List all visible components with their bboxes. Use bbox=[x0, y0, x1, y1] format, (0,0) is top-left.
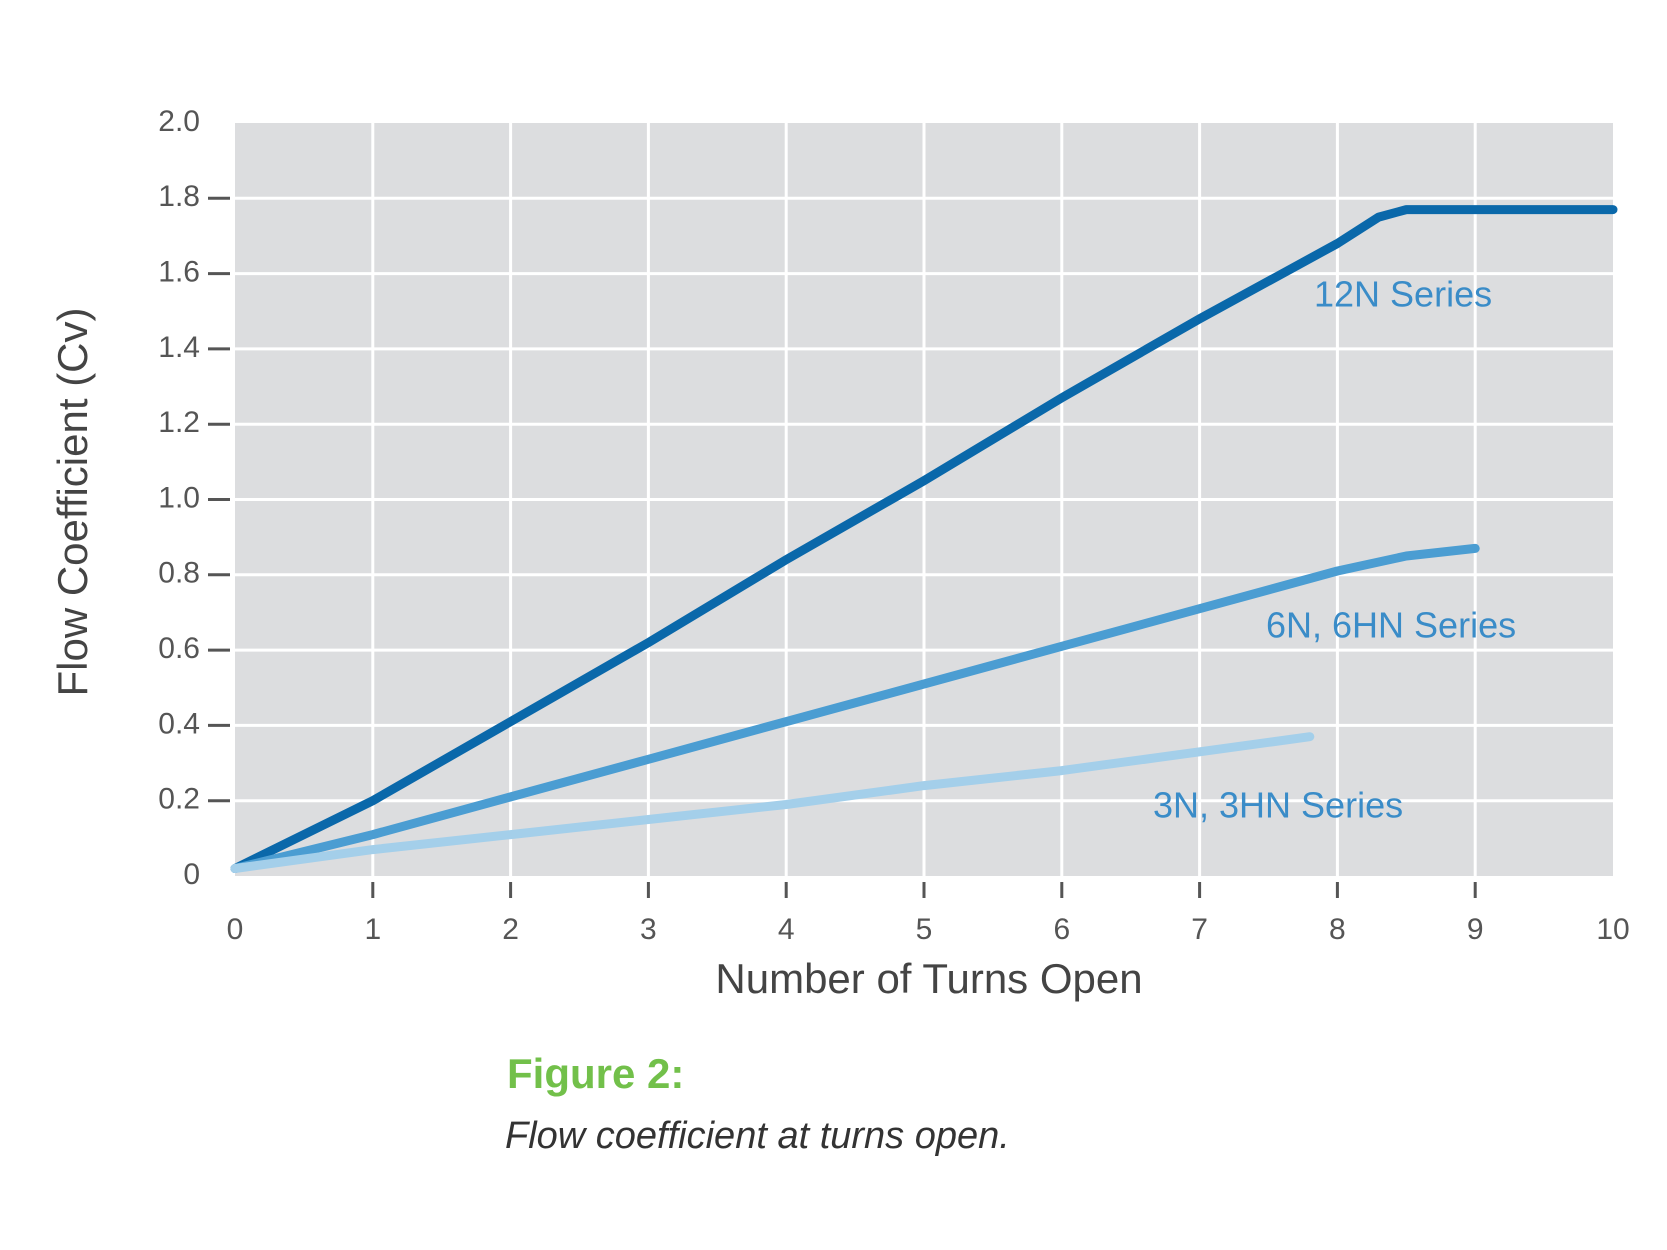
x-tick-label: 9 bbox=[1467, 913, 1484, 946]
x-tick-label: 5 bbox=[916, 913, 933, 946]
x-tick-label: 0 bbox=[227, 913, 244, 946]
series-line bbox=[230, 732, 1315, 873]
x-tick-label: 4 bbox=[778, 913, 795, 946]
series-line bbox=[230, 543, 1480, 873]
series-line bbox=[230, 205, 1618, 873]
y-tick-label: 0.4 bbox=[158, 707, 200, 740]
series-label: 6N, 6HN Series bbox=[1266, 605, 1516, 646]
x-tick-label: 10 bbox=[1596, 913, 1629, 946]
y-tick-label: 1.4 bbox=[158, 331, 200, 364]
x-tick-label: 6 bbox=[1053, 913, 1070, 946]
y-tick-label: 0.2 bbox=[158, 783, 200, 816]
figure-caption: Flow coefficient at turns open. bbox=[505, 1115, 1010, 1157]
x-axis-title: Number of Turns Open bbox=[715, 955, 1142, 1002]
x-tick-label: 8 bbox=[1329, 913, 1346, 946]
y-axis-title: Flow Coefficient (Cv) bbox=[49, 308, 96, 697]
x-tick-label: 2 bbox=[502, 913, 519, 946]
series-label: 3N, 3HN Series bbox=[1153, 785, 1403, 826]
y-tick-label: 1.6 bbox=[158, 256, 200, 289]
y-tick-label: 1.2 bbox=[158, 406, 200, 439]
y-tick-label: 2.0 bbox=[158, 105, 200, 138]
y-tick-label: 0.8 bbox=[158, 557, 200, 590]
y-tick-label: 0.6 bbox=[158, 632, 200, 665]
x-tick-label: 7 bbox=[1191, 913, 1208, 946]
lines bbox=[230, 205, 1618, 873]
y-tick-label: 1.8 bbox=[158, 180, 200, 213]
x-tick-label: 1 bbox=[364, 913, 381, 946]
y-tick-label: 0 bbox=[183, 858, 200, 891]
series-label: 12N Series bbox=[1314, 274, 1492, 315]
y-tick-label: 1.0 bbox=[158, 481, 200, 514]
x-tick-label: 3 bbox=[640, 913, 657, 946]
figure-number: Figure 2: bbox=[507, 1050, 684, 1097]
grid bbox=[235, 123, 1613, 876]
